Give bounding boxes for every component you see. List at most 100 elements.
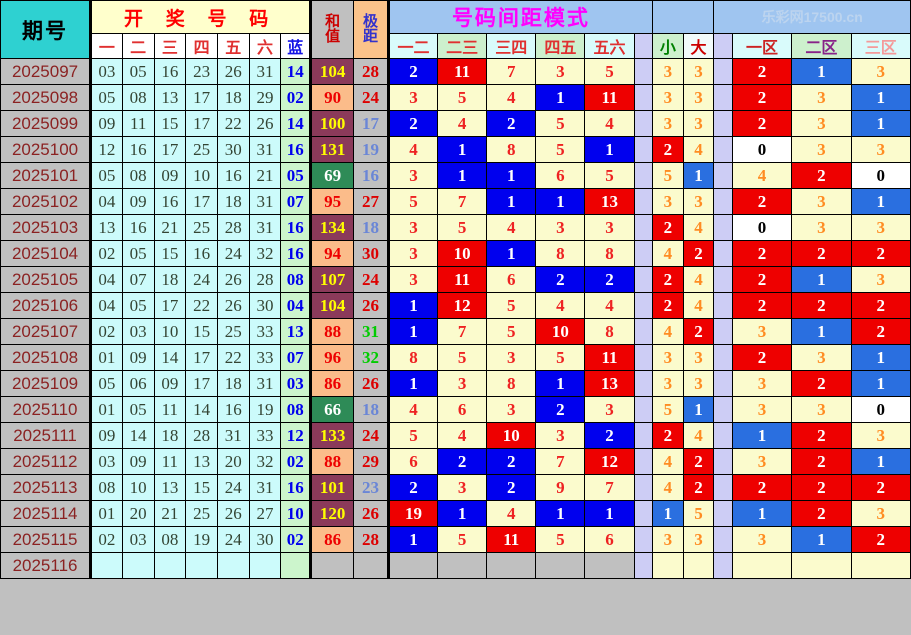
table-row[interactable]: 2025097 03 05 16 23 26 31 14 104 28 2 11 7 3 5 3 3 2 1 3 [0,58,911,85]
blue-ball-number: 05 [280,162,313,189]
row-issue-number: 2025103 [0,214,92,241]
spacer-cell-2 [713,318,733,345]
small-count [651,552,684,579]
table-row[interactable]: 2025107 02 03 10 15 25 33 13 88 31 1 7 5 10 8 4 2 3 1 2 [0,318,911,345]
ball-number-6: 32 [248,240,282,267]
ball-number-3: 17 [153,292,187,319]
sum-value: 88 [310,318,355,345]
site-watermark: 乐彩网17500.cn [713,0,911,34]
table-row[interactable]: 2025100 12 16 17 25 30 31 16 131 19 4 1 8 5 1 2 4 0 3 3 [0,136,911,163]
subheader-ball-4: 四 [185,33,218,59]
gap-value-2: 1 [437,500,488,527]
header-jj-line2: 距 [363,28,379,45]
extreme-gap-value: 26 [353,500,390,527]
ball-number-5: 26 [216,58,250,85]
sum-value: 86 [310,526,355,553]
table-row[interactable]: 2025116 [0,552,911,579]
subheader-zone-3: 三区 [850,33,911,59]
gap-value-4: 8 [535,240,586,267]
gap-value-5: 11 [584,84,635,111]
table-row[interactable]: 2025102 04 09 16 17 18 31 07 95 27 5 7 1 1 13 3 3 2 3 1 [0,188,911,215]
table-row[interactable]: 2025109 05 06 09 17 18 31 03 86 26 1 3 8 1 13 3 3 3 2 1 [0,370,911,397]
zone-count-3: 0 [850,162,911,189]
ball-number-3 [153,552,187,579]
gap-value-2: 5 [437,344,488,371]
spacer-cell-2 [713,370,733,397]
gap-value-2: 5 [437,84,488,111]
small-count: 1 [651,500,684,527]
extreme-gap-value: 26 [353,292,390,319]
ball-number-2: 05 [121,292,155,319]
gap-value-1: 2 [386,474,439,501]
zone-count-2: 3 [791,188,852,215]
table-row[interactable]: 2025112 03 09 11 13 20 32 02 88 29 6 2 2 7 12 4 2 3 2 1 [0,448,911,475]
small-count: 2 [651,292,684,319]
gap-value-3: 1 [486,162,537,189]
gap-value-4: 2 [535,396,586,423]
big-count: 3 [682,188,715,215]
spacer-cell-1 [633,500,653,527]
small-count: 3 [651,344,684,371]
zone-count-3: 1 [850,370,911,397]
ball-number-5: 18 [216,188,250,215]
table-row[interactable]: 2025114 01 20 21 25 26 27 10 120 26 19 1 4 1 1 1 5 1 2 3 [0,500,911,527]
blue-ball-number: 02 [280,526,313,553]
spacer-cell-1 [633,266,653,293]
table-row[interactable]: 2025104 02 05 15 16 24 32 16 94 30 3 10 1 8 8 4 2 2 2 2 [0,240,911,267]
ball-number-2: 09 [121,448,155,475]
subheader-gap-56: 五六 [584,33,635,59]
extreme-gap-value: 28 [353,58,390,85]
extreme-gap-value: 18 [353,396,390,423]
ball-number-3: 09 [153,370,187,397]
ball-number-4: 13 [185,448,218,475]
big-count: 3 [682,110,715,137]
sum-value: 120 [310,500,355,527]
table-row[interactable]: 2025101 05 08 09 10 16 21 05 69 16 3 1 1 6 5 5 1 4 2 0 [0,162,911,189]
ball-number-5: 26 [216,500,250,527]
table-row[interactable]: 2025110 01 05 11 14 16 19 08 66 18 4 6 3 2 3 5 1 3 3 0 [0,396,911,423]
sum-value: 96 [310,344,355,371]
gap-value-5: 1 [584,500,635,527]
gap-value-5: 5 [584,162,635,189]
zone-count-1: 4 [731,162,793,189]
zone-count-2: 2 [791,292,852,319]
header-open-numbers: 开 奖 号 码 [90,0,313,34]
ball-number-3: 11 [153,448,187,475]
ball-number-5: 28 [216,214,250,241]
table-row[interactable]: 2025106 04 05 17 22 26 30 04 104 26 1 12 5 4 4 2 4 2 2 2 [0,292,911,319]
sum-value: 94 [310,240,355,267]
row-issue-number: 2025108 [0,344,92,371]
ball-number-6: 28 [248,266,282,293]
table-row[interactable]: 2025108 01 09 14 17 22 33 07 96 32 8 5 3 5 11 3 3 2 3 1 [0,344,911,371]
table-row[interactable]: 2025111 09 14 18 28 31 33 12 133 24 5 4 10 3 2 2 4 1 2 3 [0,422,911,449]
ball-number-2: 05 [121,58,155,85]
ball-number-2: 09 [121,344,155,371]
table-row[interactable]: 2025115 02 03 08 19 24 30 02 86 28 1 5 11 5 6 3 3 3 1 2 [0,526,911,553]
table-row[interactable]: 2025103 13 16 21 25 28 31 16 134 18 3 5 4 3 3 2 4 0 3 3 [0,214,911,241]
table-row[interactable]: 2025098 05 08 13 17 18 29 02 90 24 3 5 4 1 11 3 3 2 3 1 [0,84,911,111]
extreme-gap-value: 19 [353,136,390,163]
big-count: 2 [682,318,715,345]
ball-number-6: 33 [248,344,282,371]
ball-number-4: 17 [185,84,218,111]
zone-count-1 [731,552,793,579]
extreme-gap-value: 17 [353,110,390,137]
ball-number-5 [216,552,250,579]
ball-number-1: 04 [89,188,123,215]
spacer-cell-2 [713,266,733,293]
small-count: 3 [651,370,684,397]
row-issue-number: 2025110 [0,396,92,423]
zone-count-3: 1 [850,448,911,475]
ball-number-2: 03 [121,526,155,553]
ball-number-4: 28 [185,422,218,449]
table-row[interactable]: 2025099 09 11 15 17 22 26 14 100 17 2 4 2 5 4 3 3 2 3 1 [0,110,911,137]
ball-number-6: 31 [248,188,282,215]
zone-count-1: 2 [731,84,793,111]
blue-ball-number: 02 [280,448,313,475]
zone-count-3: 2 [850,318,911,345]
zone-count-1: 2 [731,266,793,293]
table-row[interactable]: 2025105 04 07 18 24 26 28 08 107 24 3 11 6 2 2 2 4 2 1 3 [0,266,911,293]
table-row[interactable]: 2025113 08 10 13 15 24 31 16 101 23 2 3 2 9 7 4 2 2 2 2 [0,474,911,501]
ball-number-1: 05 [89,162,123,189]
zone-count-1: 2 [731,110,793,137]
